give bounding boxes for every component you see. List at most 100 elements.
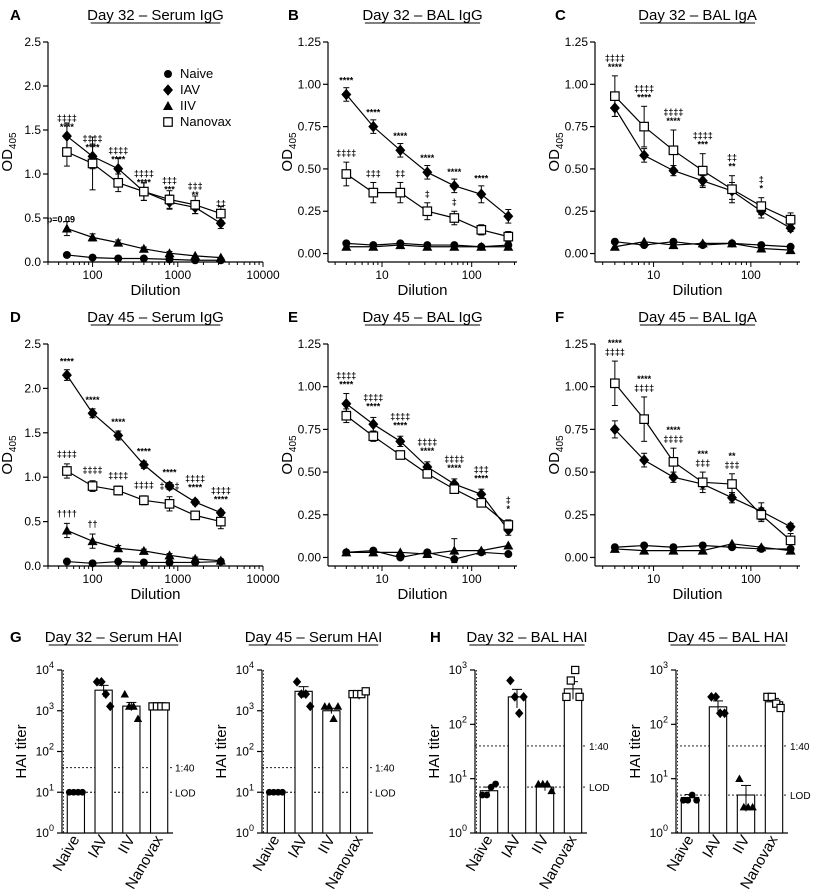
data-point xyxy=(215,555,226,565)
panel-A: A Day 32 – Serum IgG 0.0 0.5 1.0 1.5 2.0 2.5 100… xyxy=(0,7,280,299)
significance-label: ‡‡‡‡ xyxy=(363,393,383,403)
data-point xyxy=(87,158,98,169)
data-point xyxy=(368,120,379,133)
bar xyxy=(563,688,583,834)
data-point xyxy=(668,240,679,250)
category-label: IIV xyxy=(115,833,139,857)
bar xyxy=(94,689,113,834)
data-point xyxy=(190,510,201,521)
data-point xyxy=(503,231,514,242)
significance-label: **** xyxy=(447,167,462,177)
data-point xyxy=(190,496,201,508)
data-point xyxy=(138,459,149,471)
category-label: IIV xyxy=(315,833,339,857)
data-point xyxy=(139,186,149,197)
x-axis-label: Dilution xyxy=(130,282,180,299)
data-point xyxy=(503,210,514,223)
y-tick-label: 103 xyxy=(449,660,467,677)
series-iav xyxy=(341,87,514,224)
y-axis-label: OD405 xyxy=(546,132,566,172)
significance-label: **** xyxy=(474,174,489,184)
data-point xyxy=(190,199,201,210)
significance-label: **** xyxy=(393,421,408,431)
bar-group-iav: IAV xyxy=(699,692,729,861)
data-point xyxy=(329,714,338,723)
y-tick-label: 102 xyxy=(236,742,254,759)
panel-C: C Day 32 – BAL IgA 0.00 0.25 0.50 0.75 1.00 1.2… xyxy=(546,7,800,299)
y-axis-label: HAI titer xyxy=(13,724,30,778)
significance-label: ‡ xyxy=(506,495,511,505)
data-point xyxy=(133,714,143,723)
y-tick-label: 0.5 xyxy=(24,211,41,225)
y-tick-label: 103 xyxy=(650,660,668,677)
data-point xyxy=(639,121,649,132)
significance-label: ‡ xyxy=(425,189,430,199)
y-tick-label: 103 xyxy=(36,701,54,718)
y-tick-label: 0.00 xyxy=(565,550,589,564)
panel-letter: D xyxy=(10,309,21,326)
category-label: IAV xyxy=(85,833,111,861)
y-tick-label: 101 xyxy=(236,782,254,799)
data-point xyxy=(697,545,708,555)
bar-group-iiv: IIV xyxy=(315,702,343,857)
significance-label: **** xyxy=(214,494,229,504)
data-point xyxy=(449,180,460,192)
data-point xyxy=(575,692,584,702)
reference-label: 1:40 xyxy=(589,742,609,753)
series-nanovax xyxy=(62,463,226,530)
panel-B: B Day 32 – BAL IgG 0.00 0.25 0.50 0.75 1.00 1.2… xyxy=(279,7,517,299)
series-nanovax xyxy=(341,408,514,531)
category-label: IAV xyxy=(699,833,725,861)
significance-label: **** xyxy=(608,62,623,72)
significance-label: **** xyxy=(666,116,681,126)
data-point xyxy=(519,692,528,702)
data-point xyxy=(668,471,679,483)
significance-label: ‡‡‡‡ xyxy=(693,131,713,141)
panel-G1: G Day 32 – Serum HAI 100 101 102 103 104 HAI ti… xyxy=(10,629,196,892)
bar-group-nanovax: Nanovax xyxy=(536,665,584,892)
x-tick-label: 10000 xyxy=(246,572,280,586)
data-point xyxy=(164,194,175,205)
panel-title: Day 45 – BAL IgG xyxy=(362,309,482,326)
data-point xyxy=(422,468,433,479)
y-tick-label: 2.5 xyxy=(24,35,41,49)
data-point xyxy=(476,224,487,235)
y-axis-label: HAI titer xyxy=(426,724,443,778)
legend-marker xyxy=(163,101,173,110)
data-point xyxy=(301,689,311,699)
data-point xyxy=(503,540,514,550)
bar xyxy=(322,710,341,834)
reference-label: 1:40 xyxy=(175,764,195,775)
y-tick-label: 101 xyxy=(449,769,467,786)
data-point xyxy=(688,791,696,799)
significance-label: ‡‡‡‡ xyxy=(444,454,464,464)
x-tick-label: 100 xyxy=(83,268,103,282)
data-point xyxy=(476,241,487,251)
significance-label: **** xyxy=(637,92,652,102)
bar-group-iiv: IIV xyxy=(115,689,143,857)
data-point xyxy=(113,237,124,247)
data-point xyxy=(693,796,700,804)
data-point xyxy=(87,481,98,491)
bar xyxy=(507,696,527,834)
significance-label: ‡‡‡ xyxy=(188,181,203,191)
data-point xyxy=(610,91,620,102)
data-point xyxy=(492,780,499,788)
bar-group-nanovax: Nanovax xyxy=(737,692,785,892)
data-point xyxy=(449,241,460,251)
significance-label: ‡‡ xyxy=(727,153,737,163)
y-axis-label: HAI titer xyxy=(627,724,644,778)
y-tick-label: 1.00 xyxy=(298,77,322,91)
y-tick-label: 1.25 xyxy=(298,35,322,49)
data-point xyxy=(215,252,226,262)
x-tick-label: 100 xyxy=(83,572,103,586)
bar xyxy=(764,701,784,834)
x-axis-label: Dilution xyxy=(672,586,722,603)
y-tick-label: 1.00 xyxy=(298,380,322,394)
data-point xyxy=(422,206,433,217)
data-point xyxy=(164,550,175,560)
data-point xyxy=(720,708,729,719)
significance-label: **** xyxy=(637,374,652,384)
legend-label: IAV xyxy=(180,82,200,97)
